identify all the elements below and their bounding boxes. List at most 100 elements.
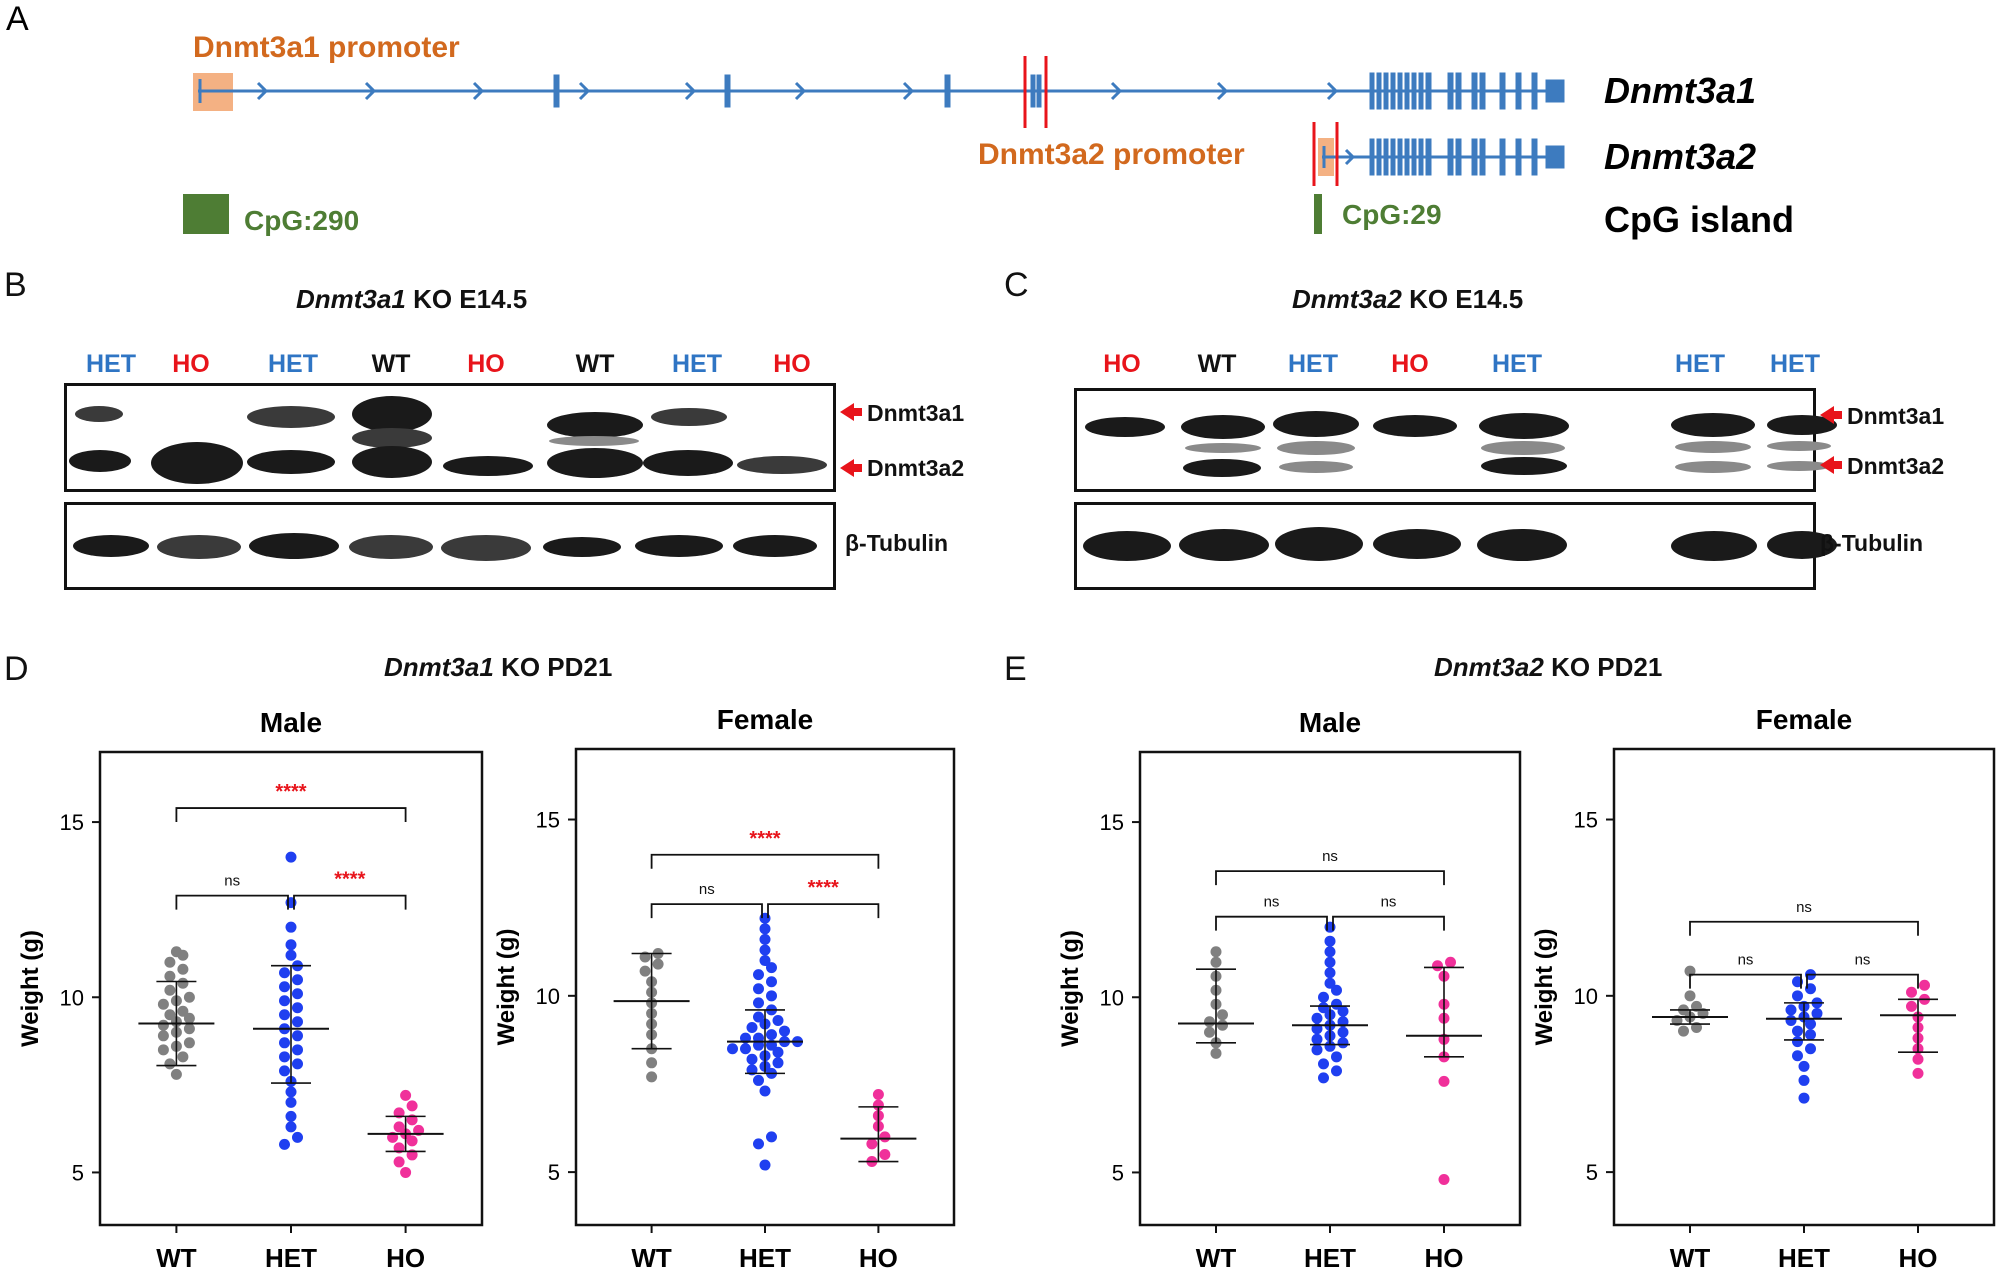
band-label-dnmt3a1: Dnmt3a1 bbox=[1847, 403, 1945, 429]
blot-band bbox=[1675, 461, 1751, 473]
y-tick-label: 15 bbox=[1574, 808, 1598, 833]
blot-band bbox=[249, 533, 339, 559]
x-tick-label: WT bbox=[156, 1243, 197, 1273]
data-point bbox=[400, 1089, 412, 1101]
panel-e-title-gene: Dnmt3a2 bbox=[1434, 652, 1544, 682]
panel-c-title-gene: Dnmt3a2 bbox=[1292, 284, 1402, 314]
data-point bbox=[1210, 1047, 1222, 1059]
significance-label: **** bbox=[334, 869, 365, 891]
significance-bracket bbox=[1332, 915, 1445, 931]
blot-band bbox=[157, 535, 241, 559]
data-point bbox=[1210, 956, 1222, 968]
panel-d-title-gene: Dnmt3a1 bbox=[384, 652, 494, 682]
blot-band bbox=[247, 450, 335, 474]
track-label-cpg-island: CpG island bbox=[1604, 199, 1794, 240]
cpg-island-29 bbox=[1314, 194, 1322, 234]
data-point bbox=[170, 946, 182, 958]
data-point bbox=[1217, 1019, 1228, 1031]
data-point bbox=[753, 969, 764, 981]
data-point bbox=[157, 998, 169, 1010]
significance-label: ns bbox=[1381, 894, 1397, 911]
significance-bracket bbox=[1689, 973, 1802, 989]
y-tick-label: 5 bbox=[72, 1160, 84, 1185]
blot-band bbox=[1181, 415, 1265, 439]
data-point bbox=[1792, 1050, 1803, 1062]
significance-label: ns bbox=[224, 873, 240, 890]
data-point bbox=[1919, 979, 1930, 991]
panel-e-letter: E bbox=[1004, 650, 1027, 688]
chart-title: Male bbox=[260, 707, 322, 738]
data-point bbox=[1204, 1026, 1215, 1038]
data-point bbox=[164, 1058, 176, 1070]
lane-label: HET bbox=[268, 350, 318, 378]
data-point bbox=[872, 1099, 884, 1111]
significance-label: ns bbox=[1264, 894, 1280, 911]
track-label-dnmt3a2: Dnmt3a2 bbox=[1604, 136, 1756, 177]
dnmt3a2-promoter-label: Dnmt3a2 promoter bbox=[978, 138, 1245, 171]
data-point bbox=[772, 1014, 784, 1026]
panel-e-title: Dnmt3a2 KO PD21 bbox=[1434, 652, 1662, 683]
significance-bracket bbox=[1215, 870, 1445, 886]
y-tick-label: 10 bbox=[1100, 985, 1124, 1010]
significance-bracket bbox=[1215, 915, 1328, 931]
data-point bbox=[1785, 1014, 1797, 1026]
blot-band bbox=[1185, 443, 1261, 453]
band-label-tubulin: β-Tubulin bbox=[845, 530, 949, 556]
data-point bbox=[759, 1085, 771, 1097]
blot-band bbox=[635, 535, 723, 557]
y-tick-label: 10 bbox=[1574, 984, 1598, 1009]
data-point bbox=[157, 1044, 169, 1056]
lane-label: WT bbox=[575, 350, 615, 378]
chart-title: Female bbox=[1756, 704, 1853, 735]
panel-d-title-rest: KO PD21 bbox=[501, 652, 613, 682]
lane-label: WT bbox=[371, 350, 411, 378]
significance-bracket bbox=[293, 894, 407, 910]
data-point bbox=[279, 1065, 290, 1077]
blot-band bbox=[1273, 411, 1359, 437]
data-point bbox=[639, 965, 651, 977]
panel-d-title: Dnmt3a1 KO PD21 bbox=[384, 652, 612, 683]
data-point bbox=[1792, 990, 1803, 1002]
data-point bbox=[727, 1043, 738, 1055]
data-point bbox=[164, 1009, 176, 1021]
data-point bbox=[1318, 1058, 1329, 1070]
blot-band bbox=[1477, 529, 1567, 561]
data-point bbox=[183, 1012, 195, 1024]
panel-c-tubulin-blot bbox=[1074, 502, 1837, 590]
data-point bbox=[753, 1011, 764, 1023]
x-tick-label: WT bbox=[631, 1243, 672, 1273]
data-point bbox=[1438, 1173, 1450, 1185]
data-point bbox=[1912, 1067, 1924, 1079]
data-point bbox=[766, 1131, 777, 1143]
dnmt3a1-promoter-label: Dnmt3a1 promoter bbox=[193, 31, 460, 64]
data-point bbox=[1798, 1092, 1810, 1104]
panel-b-letter: B bbox=[4, 266, 27, 304]
band-label-dnmt3a2: Dnmt3a2 bbox=[1847, 453, 1945, 479]
data-point bbox=[393, 1121, 405, 1133]
dnmt3a1-gene-track bbox=[198, 72, 1565, 110]
x-tick-label: WT bbox=[1196, 1243, 1237, 1273]
data-point bbox=[766, 976, 777, 988]
data-point bbox=[753, 1138, 764, 1150]
panel-b-title-gene: Dnmt3a1 bbox=[296, 284, 406, 314]
data-point bbox=[1337, 1026, 1349, 1038]
y-tick-label: 5 bbox=[548, 1160, 560, 1185]
significance-label: ns bbox=[1322, 848, 1338, 865]
data-point bbox=[879, 1148, 891, 1160]
data-point bbox=[285, 939, 297, 951]
significance-bracket bbox=[650, 903, 763, 919]
data-point bbox=[279, 1009, 290, 1021]
lane-label: HET bbox=[1675, 350, 1725, 378]
blot-band bbox=[1767, 531, 1837, 559]
data-point bbox=[1432, 960, 1443, 972]
blot-band bbox=[1373, 529, 1461, 559]
data-point bbox=[1798, 1060, 1810, 1072]
data-point bbox=[1331, 998, 1342, 1010]
blot-band bbox=[352, 428, 432, 448]
lane-label: HET bbox=[1770, 350, 1820, 378]
data-point bbox=[1798, 1074, 1810, 1086]
data-point bbox=[1792, 1025, 1803, 1037]
y-tick-label: 15 bbox=[60, 810, 84, 835]
lane-label: HET bbox=[86, 350, 136, 378]
